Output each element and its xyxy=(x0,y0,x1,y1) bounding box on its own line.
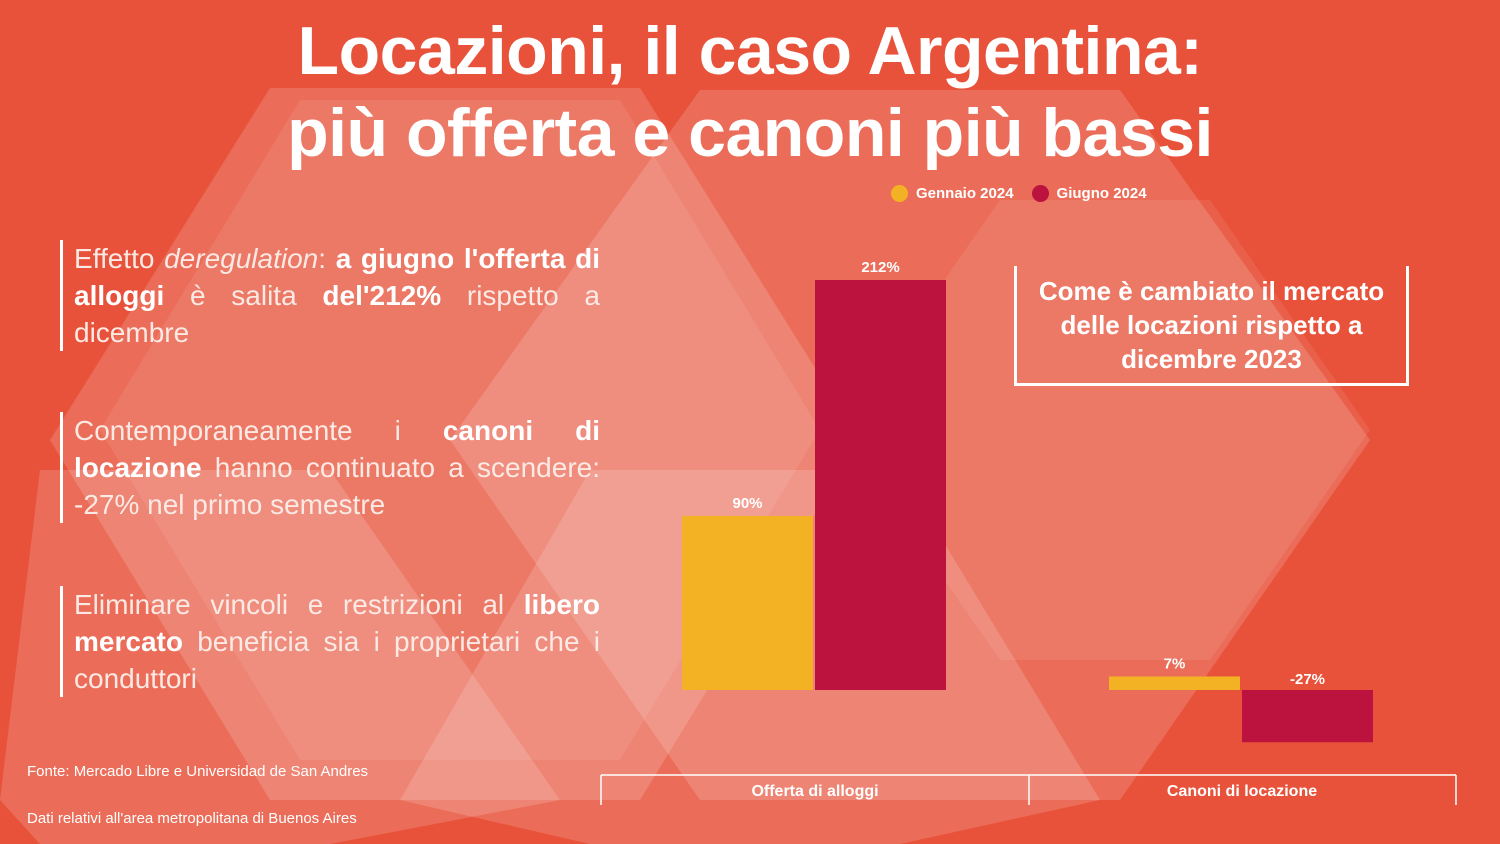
x-tick-label: Canoni di locazione xyxy=(1167,783,1317,800)
legend-label-giugno: Giugno 2024 xyxy=(1056,185,1147,202)
key-point-1-segment: rispetto a dicembre xyxy=(74,280,600,348)
legend-swatch-giugno xyxy=(1031,185,1049,202)
key-point-1-segment: del'212% xyxy=(322,280,442,311)
data-label: 7% xyxy=(1164,655,1186,672)
key-point-1-segment: è salita xyxy=(164,280,323,311)
area-note: Dati relativi all'area metropolitana di … xyxy=(27,810,357,827)
key-point-3-segment: libero mercato xyxy=(74,589,600,657)
bar-gennaio-1 xyxy=(682,515,813,690)
chart-legend: Gennaio 2024 Giugno 2024 xyxy=(891,185,1147,202)
bar-gennaio-2 xyxy=(1109,676,1240,690)
key-point-2: Contemporaneamente i canoni di locazione… xyxy=(60,412,600,523)
key-point-1: Effetto deregulation: a giugno l'offerta… xyxy=(60,240,600,351)
key-point-3-segment: beneficia sia i proprietari che i condut… xyxy=(74,626,600,694)
data-label: -27% xyxy=(1290,671,1325,688)
chart-title: Locazioni, il caso Argentina: più offert… xyxy=(0,10,1500,174)
key-point-2-segment: Contemporaneamente i xyxy=(74,415,443,446)
key-point-1-segment: : xyxy=(318,243,336,274)
key-point-3: Eliminare vincoli e restrizioni al liber… xyxy=(60,586,600,697)
key-point-3-segment: Eliminare vincoli e restrizioni al xyxy=(74,589,524,620)
chart-subtitle-callout: Come è cambiato il mercato delle locazio… xyxy=(1014,266,1409,386)
x-tick-label: Offerta di alloggi xyxy=(751,783,878,800)
key-point-2-segment: canoni di locazione xyxy=(74,415,600,483)
legend-label-gennaio: Gennaio 2024 xyxy=(916,185,1014,202)
bar-giugno-1 xyxy=(815,280,946,690)
key-point-2-segment: hanno continuato a scendere: -27% nel pr… xyxy=(74,452,600,520)
data-label: 90% xyxy=(732,495,762,512)
key-point-1-segment: deregulation xyxy=(164,243,319,274)
key-point-1-segment: a giugno l'offerta di alloggi xyxy=(74,243,600,311)
bar-giugno-2 xyxy=(1242,690,1373,743)
data-label: 212% xyxy=(861,259,899,276)
title-line-1: Locazioni, il caso Argentina: xyxy=(297,13,1203,89)
source-note: Fonte: Mercado Libre e Universidad de Sa… xyxy=(27,763,369,780)
legend-item-giugno: Giugno 2024 xyxy=(1031,185,1147,202)
key-point-1-segment: Effetto xyxy=(74,243,165,274)
legend-swatch-gennaio xyxy=(891,185,908,202)
legend-item-gennaio: Gennaio 2024 xyxy=(891,185,1014,202)
title-line-2: più offerta e canoni più bassi xyxy=(287,95,1213,171)
